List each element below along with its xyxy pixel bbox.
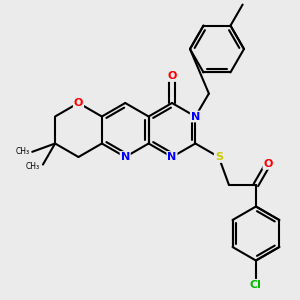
Text: Cl: Cl [250, 280, 262, 290]
Text: O: O [263, 159, 273, 169]
Text: N: N [191, 112, 200, 122]
Text: O: O [74, 98, 83, 108]
Text: CH₃: CH₃ [15, 147, 29, 156]
Text: N: N [167, 152, 177, 162]
Text: CH₃: CH₃ [26, 162, 40, 171]
Text: N: N [121, 152, 130, 162]
Text: S: S [215, 152, 223, 162]
Text: O: O [167, 71, 177, 81]
